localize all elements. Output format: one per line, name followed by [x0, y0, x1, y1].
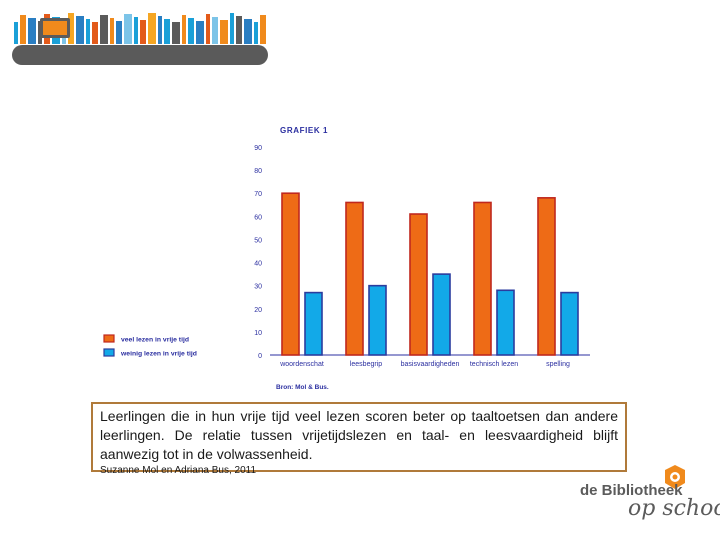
bar-weinig-lezen: [432, 273, 451, 356]
book-shape: [206, 14, 210, 44]
book-shape: [164, 19, 170, 44]
book-shape: [124, 14, 132, 44]
bar-veel-lezen: [409, 213, 428, 356]
y-tick-label: 50: [254, 237, 262, 244]
book-shape: [182, 15, 186, 44]
book-shape: [140, 20, 146, 44]
book-shape: [20, 15, 26, 44]
y-tick-label: 60: [254, 214, 262, 221]
book-shape: [260, 15, 266, 44]
book-shape: [110, 18, 114, 44]
y-tick-label: 30: [254, 284, 262, 291]
legend-label: weinig lezen in vrije tijd: [120, 351, 197, 358]
x-category-label: technisch lezen: [470, 361, 518, 368]
bar-veel-lezen: [537, 197, 556, 356]
y-tick-label: 70: [254, 191, 262, 198]
laptop-screen-shape: [43, 21, 67, 35]
bar-weinig-lezen: [496, 289, 515, 356]
book-shape: [244, 19, 252, 44]
book-shape: [172, 22, 180, 44]
y-tick-label: 80: [254, 168, 262, 175]
book-shape: [254, 22, 258, 44]
bar-weinig-lezen: [560, 291, 579, 356]
bar-veel-lezen: [281, 192, 300, 356]
legend-swatch: [103, 334, 115, 343]
logo-line2: op school: [628, 496, 720, 521]
book-shape: [116, 21, 122, 44]
logo-badge-icon: [665, 465, 685, 489]
chart-title: GRAFIEK 1: [280, 126, 328, 135]
x-category-label: leesbegrip: [350, 361, 382, 368]
y-tick-label: 90: [254, 145, 262, 152]
bar-weinig-lezen: [368, 284, 387, 356]
bar-weinig-lezen: [304, 291, 323, 356]
caption-text: Leerlingen die in hun vrije tijd veel le…: [100, 408, 618, 462]
caption-box: Leerlingen die in hun vrije tijd veel le…: [91, 402, 627, 476]
book-shape: [28, 18, 36, 44]
legend-swatch: [103, 348, 115, 357]
bar-veel-lezen: [473, 201, 492, 356]
caption-source: Suzanne Mol en Adriana Bus, 2011: [100, 465, 257, 476]
book-shape: [196, 21, 204, 44]
book-shape: [188, 18, 194, 44]
bibliotheek-logo: de Bibliotheek op school: [576, 462, 720, 528]
y-tick-label: 0: [258, 353, 262, 360]
banner-bar: [12, 45, 268, 65]
logo-line1: de Bibliotheek: [580, 482, 683, 499]
book-shape: [230, 13, 234, 44]
book-shape: [212, 17, 218, 44]
book-shape: [68, 13, 74, 44]
book-shape: [158, 16, 162, 44]
legend-label: veel lezen in vrije tijd: [121, 337, 189, 344]
bookshelf-banner-icon: [12, 10, 268, 66]
y-tick-label: 40: [254, 261, 262, 268]
x-category-label: woordenschat: [279, 361, 324, 368]
bar-veel-lezen: [345, 201, 364, 356]
book-shape: [148, 13, 156, 44]
book-shape: [86, 19, 90, 44]
book-shape: [100, 15, 108, 44]
book-shape: [236, 16, 242, 44]
book-shape: [134, 17, 138, 44]
x-category-label: basisvaardigheden: [401, 361, 460, 368]
book-shape: [14, 22, 18, 44]
chart-source: Bron: Mol & Bus.: [276, 384, 329, 391]
y-tick-label: 20: [254, 307, 262, 314]
book-shape: [220, 20, 228, 44]
x-category-label: spelling: [546, 361, 570, 368]
book-shape: [76, 16, 84, 44]
y-tick-label: 10: [254, 330, 262, 337]
book-shape: [92, 22, 98, 44]
bar-chart: GRAFIEK 1 0 10 20 30 40 50 60 70 80 90 woordensch…: [90, 115, 630, 395]
